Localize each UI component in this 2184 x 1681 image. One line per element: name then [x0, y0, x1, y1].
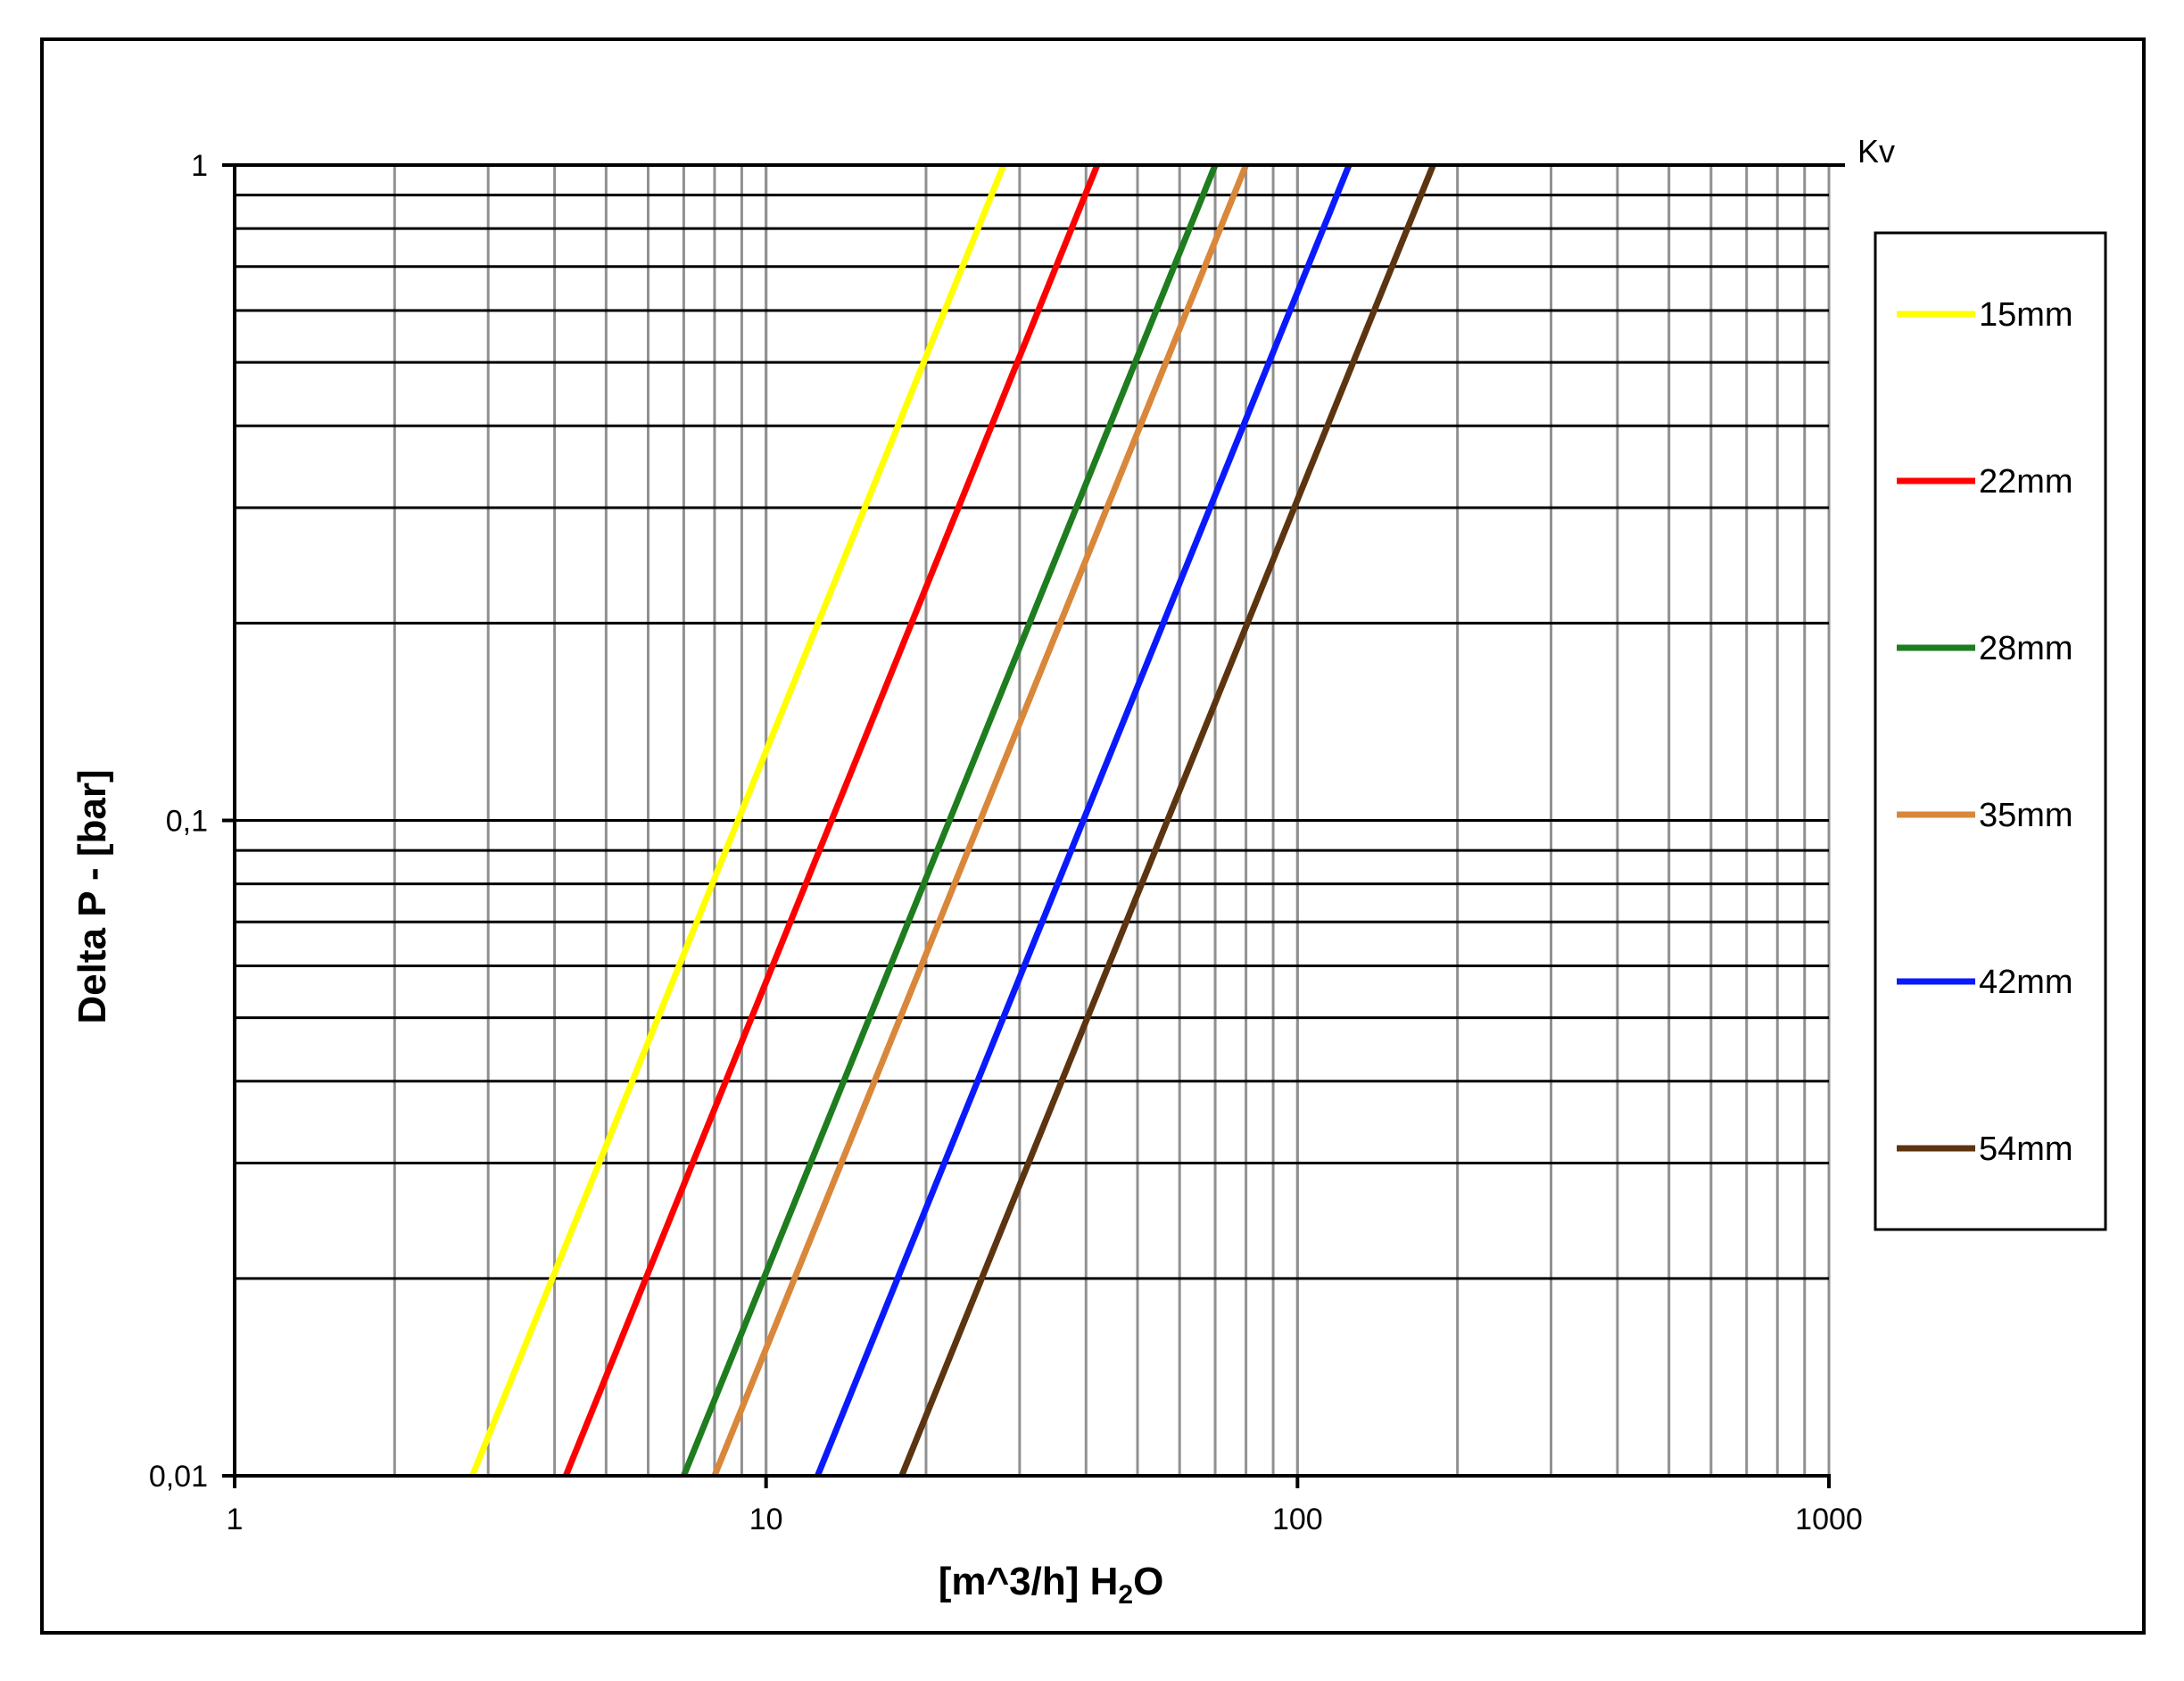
- legend-box: [1874, 231, 2107, 1231]
- legend: 15mm 22mm 28mm 35mm 42mm 54mm: [1897, 296, 2073, 1168]
- series-line-42mm: [815, 163, 1353, 1478]
- series-line-15mm: [469, 163, 1007, 1478]
- y-tick-label: 0,1: [166, 805, 208, 839]
- series-line-28mm: [681, 163, 1219, 1478]
- y-axis-title: Delta P - [bar]: [70, 769, 114, 1023]
- axes: [222, 163, 1845, 1488]
- x-tick-label: 10: [749, 1503, 783, 1536]
- x-axis-title: [m^3/h] H2O: [939, 1560, 1164, 1610]
- legend-label: 42mm: [1979, 964, 2073, 1001]
- legend-label: 54mm: [1979, 1130, 2073, 1168]
- legend-label: 35mm: [1979, 797, 2073, 834]
- chart-frame: [40, 37, 2146, 1635]
- y-tick-label: 1: [191, 149, 208, 183]
- x-tick-label: 1000: [1795, 1503, 1863, 1536]
- grid: [235, 163, 1831, 1476]
- x-axis-title-main: [m^3/h] H: [939, 1560, 1119, 1603]
- series-line-35mm: [711, 163, 1249, 1478]
- legend-label: 15mm: [1979, 296, 2073, 334]
- x-axis-title-subscript: 2: [1118, 1580, 1133, 1610]
- tick-labels: 1 10 100 1000 0,01 0,1 1: [149, 149, 1863, 1536]
- legend-label: 22mm: [1979, 463, 2073, 501]
- x-axis-title-tail: O: [1133, 1560, 1163, 1603]
- kv-label: Kv: [1857, 133, 1895, 170]
- y-tick-label: 0,01: [149, 1460, 208, 1494]
- x-tick-label: 100: [1272, 1503, 1323, 1536]
- series-lines: [469, 163, 1436, 1478]
- x-tick-label: 1: [227, 1503, 244, 1536]
- series-line-22mm: [562, 163, 1101, 1478]
- series-line-54mm: [898, 163, 1436, 1478]
- legend-label: 28mm: [1979, 630, 2073, 667]
